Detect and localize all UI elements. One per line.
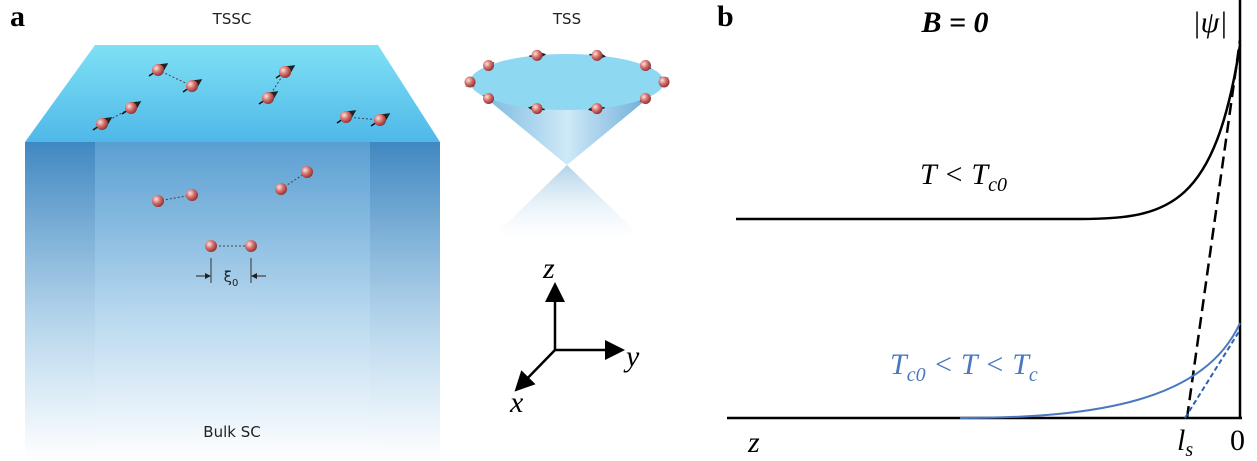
electron	[465, 77, 476, 88]
electron	[96, 118, 108, 130]
axis-label: x	[509, 386, 524, 419]
electron	[301, 166, 313, 178]
cone-label: TSS	[552, 10, 581, 28]
panel-label: a	[10, 0, 25, 33]
order-parameter-label: |ψ|	[1192, 6, 1227, 39]
subscript: c	[1029, 364, 1038, 386]
panel-label: b	[717, 0, 734, 33]
electron	[340, 111, 352, 123]
axis-label: z	[542, 252, 555, 285]
subscript: 0	[232, 278, 238, 289]
electron	[152, 195, 164, 207]
electron	[205, 240, 217, 252]
subscript: c0	[988, 174, 1007, 196]
electron	[483, 93, 494, 104]
electron	[152, 64, 164, 76]
electron	[262, 92, 274, 104]
text: T < T	[920, 158, 990, 191]
electron	[532, 103, 543, 114]
low-t-label: T < Tc0	[920, 158, 1007, 196]
electron	[640, 60, 651, 71]
text: l	[1177, 424, 1185, 457]
electron	[374, 114, 386, 126]
axis-x	[518, 350, 555, 388]
box-side	[370, 142, 440, 461]
field-label: B = 0	[920, 6, 988, 39]
text: ξ	[224, 268, 232, 286]
cone-top	[470, 54, 664, 110]
electron	[591, 103, 602, 114]
electron	[125, 102, 137, 114]
electron	[640, 93, 651, 104]
subscript: s	[1185, 439, 1193, 461]
electron	[659, 77, 670, 88]
box-top	[25, 45, 440, 142]
electron	[483, 60, 494, 71]
length-label: ls	[1177, 424, 1193, 461]
electron	[186, 80, 198, 92]
text: < T < T	[926, 348, 1032, 381]
subscript: c0	[907, 364, 926, 386]
x-axis-label: z	[747, 426, 760, 459]
cone-reflection	[500, 165, 634, 250]
box-side	[25, 142, 95, 461]
electron	[186, 189, 198, 201]
figure: a TSSC ξ0 Bulk SC TSS z y x b B = 0 |ψ| …	[0, 0, 1257, 461]
bottom-label: Bulk SC	[203, 423, 260, 441]
origin-label: 0	[1230, 424, 1245, 457]
electron	[245, 240, 257, 252]
top-label: TSSC	[212, 10, 252, 28]
electron	[275, 183, 287, 195]
extrapolation	[1187, 40, 1240, 418]
electron	[279, 66, 291, 78]
mid-t-label: Tc0 < T < Tc	[890, 348, 1038, 386]
electron	[532, 50, 543, 61]
axis-label: y	[623, 340, 640, 373]
electron	[591, 50, 602, 61]
